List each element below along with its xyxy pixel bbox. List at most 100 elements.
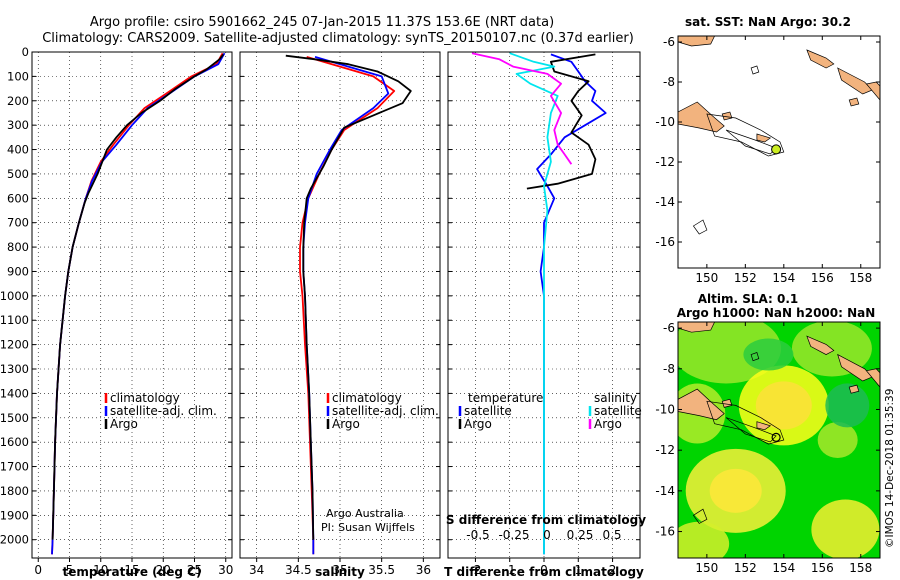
y-tick-label: 500 <box>7 167 29 181</box>
y-tick-label: 1100 <box>0 313 29 327</box>
depth-contour <box>750 65 760 75</box>
depth-contour <box>750 352 760 362</box>
y-tick-label: 1400 <box>0 386 29 400</box>
x-tick-label: 20 <box>156 563 171 577</box>
x-tick-label: 34 <box>249 563 264 577</box>
annotation-text: PI: Susan Wijffels <box>321 521 415 534</box>
y-tick-label: -8 <box>663 75 675 89</box>
x-axis-label: temperature (deg C) <box>63 565 202 579</box>
sla-map-title: Altim. SLA: 0.1 <box>698 292 799 306</box>
x-tick-label: 150 <box>695 561 718 575</box>
x-tick-label: 156 <box>811 271 834 285</box>
series-climatology <box>51 52 224 555</box>
x-tick-label: 2 <box>609 563 617 577</box>
x-tick-label: 35 <box>332 563 347 577</box>
series-satellite-adj-clim- <box>51 52 226 555</box>
land-mass <box>678 101 725 133</box>
y-tick-label: 1700 <box>0 460 29 474</box>
sla-map-title: Argo h1000: NaN h2000: NaN <box>677 306 876 320</box>
figure-title-line1: Argo profile: csiro 5901662_245 07-Jan-2… <box>90 15 554 30</box>
x-tick-label: 15 <box>124 563 139 577</box>
x-tick-label: 156 <box>811 561 834 575</box>
map-content <box>678 322 880 558</box>
legend-label: satellite <box>594 404 642 418</box>
y-tick-label: -6 <box>663 35 675 49</box>
y-tick-label: 1600 <box>0 435 29 449</box>
x-axis-label: salinity <box>315 565 365 579</box>
y-tick-label: 1200 <box>0 338 29 352</box>
sla-map: 150 152 154 156 158 -6 -8 -10 -12 -14 -16 <box>655 321 881 575</box>
depth-contour <box>692 219 708 235</box>
legend-label: satellite-adj. clim. <box>110 404 217 418</box>
y-tick-label: 800 <box>7 240 29 254</box>
y-tick-label: 1000 <box>0 289 29 303</box>
land-mass <box>721 398 733 408</box>
annotation-text: Argo Australia <box>326 507 404 520</box>
x-tick-label: 35.5 <box>368 563 395 577</box>
x-axis-label-top: S difference from climatology <box>446 513 646 527</box>
map-content <box>678 36 880 235</box>
s-tick-label: 0.5 <box>602 528 621 542</box>
legend-title: salinity <box>594 391 637 405</box>
depth-contour <box>692 508 708 524</box>
y-tick-label: 400 <box>7 143 29 157</box>
y-tick-label: 600 <box>7 191 29 205</box>
argo-position-marker <box>771 144 782 155</box>
temperature-panel: 0 5 10 15 20 25 300100200300400500600700800900… <box>0 45 233 579</box>
legend-label: satellite-adj. clim. <box>332 404 439 418</box>
land-mass <box>848 384 860 394</box>
y-tick-label: 0 <box>22 45 29 59</box>
x-tick-label: -1 <box>504 563 516 577</box>
x-tick-label: 158 <box>849 271 872 285</box>
s-tick-label: 0 <box>543 528 551 542</box>
x-tick-label: 10 <box>93 563 108 577</box>
x-tick-label: -2 <box>469 563 481 577</box>
y-tick-label: -6 <box>663 321 675 335</box>
x-tick-label: 152 <box>734 561 757 575</box>
sla-patch <box>755 381 812 430</box>
y-tick-label: 1800 <box>0 484 29 498</box>
legend-label: satellite <box>464 404 512 418</box>
series-s-argo <box>471 52 573 165</box>
difference-panel: -2 -1 0 1 2T difference from climatology <box>444 51 644 579</box>
sla-patch <box>825 383 870 428</box>
legend-title: temperature <box>468 391 543 405</box>
sla-patch <box>743 338 794 371</box>
x-tick-label: 0 <box>34 563 42 577</box>
y-tick-label: -10 <box>655 402 675 416</box>
series-argo <box>285 54 412 540</box>
figure-title-line2: Climatology: CARS2009. Satellite-adjuste… <box>42 31 634 46</box>
depth-contour <box>706 113 785 157</box>
depth-contour <box>725 417 777 443</box>
x-tick-label: 1 <box>574 563 582 577</box>
land-mass <box>721 111 733 121</box>
y-tick-label: 900 <box>7 264 29 278</box>
y-tick-label: -14 <box>655 484 675 498</box>
y-tick-label: -16 <box>655 525 675 539</box>
x-tick-label: 150 <box>695 271 718 285</box>
argo-position-marker <box>771 432 781 442</box>
x-tick-label: 30 <box>218 563 233 577</box>
s-tick-label: -0.5 <box>466 528 489 542</box>
sla-patch <box>817 422 858 458</box>
land-mass <box>756 421 772 431</box>
land-mass <box>837 353 873 382</box>
land-mass <box>678 322 715 333</box>
y-tick-label: -14 <box>655 195 675 209</box>
x-tick-label: 34.5 <box>285 563 312 577</box>
x-tick-label: 0 <box>540 563 548 577</box>
x-tick-label: 36 <box>416 563 431 577</box>
y-tick-label: -8 <box>663 362 675 376</box>
x-axis-label: T difference from climatology <box>444 565 644 579</box>
legend-label: Argo <box>594 417 622 431</box>
y-tick-label: -12 <box>655 443 675 457</box>
series-satellite-adj-clim- <box>302 56 390 555</box>
x-tick-label: 152 <box>734 271 757 285</box>
sst-map-title: sat. SST: NaN Argo: 30.2 <box>685 15 851 29</box>
y-tick-label: 200 <box>7 94 29 108</box>
legend-label: climatology <box>332 391 402 405</box>
series-t-argo <box>526 53 597 190</box>
x-tick-label: 25 <box>187 563 202 577</box>
legend-label: climatology <box>110 391 180 405</box>
